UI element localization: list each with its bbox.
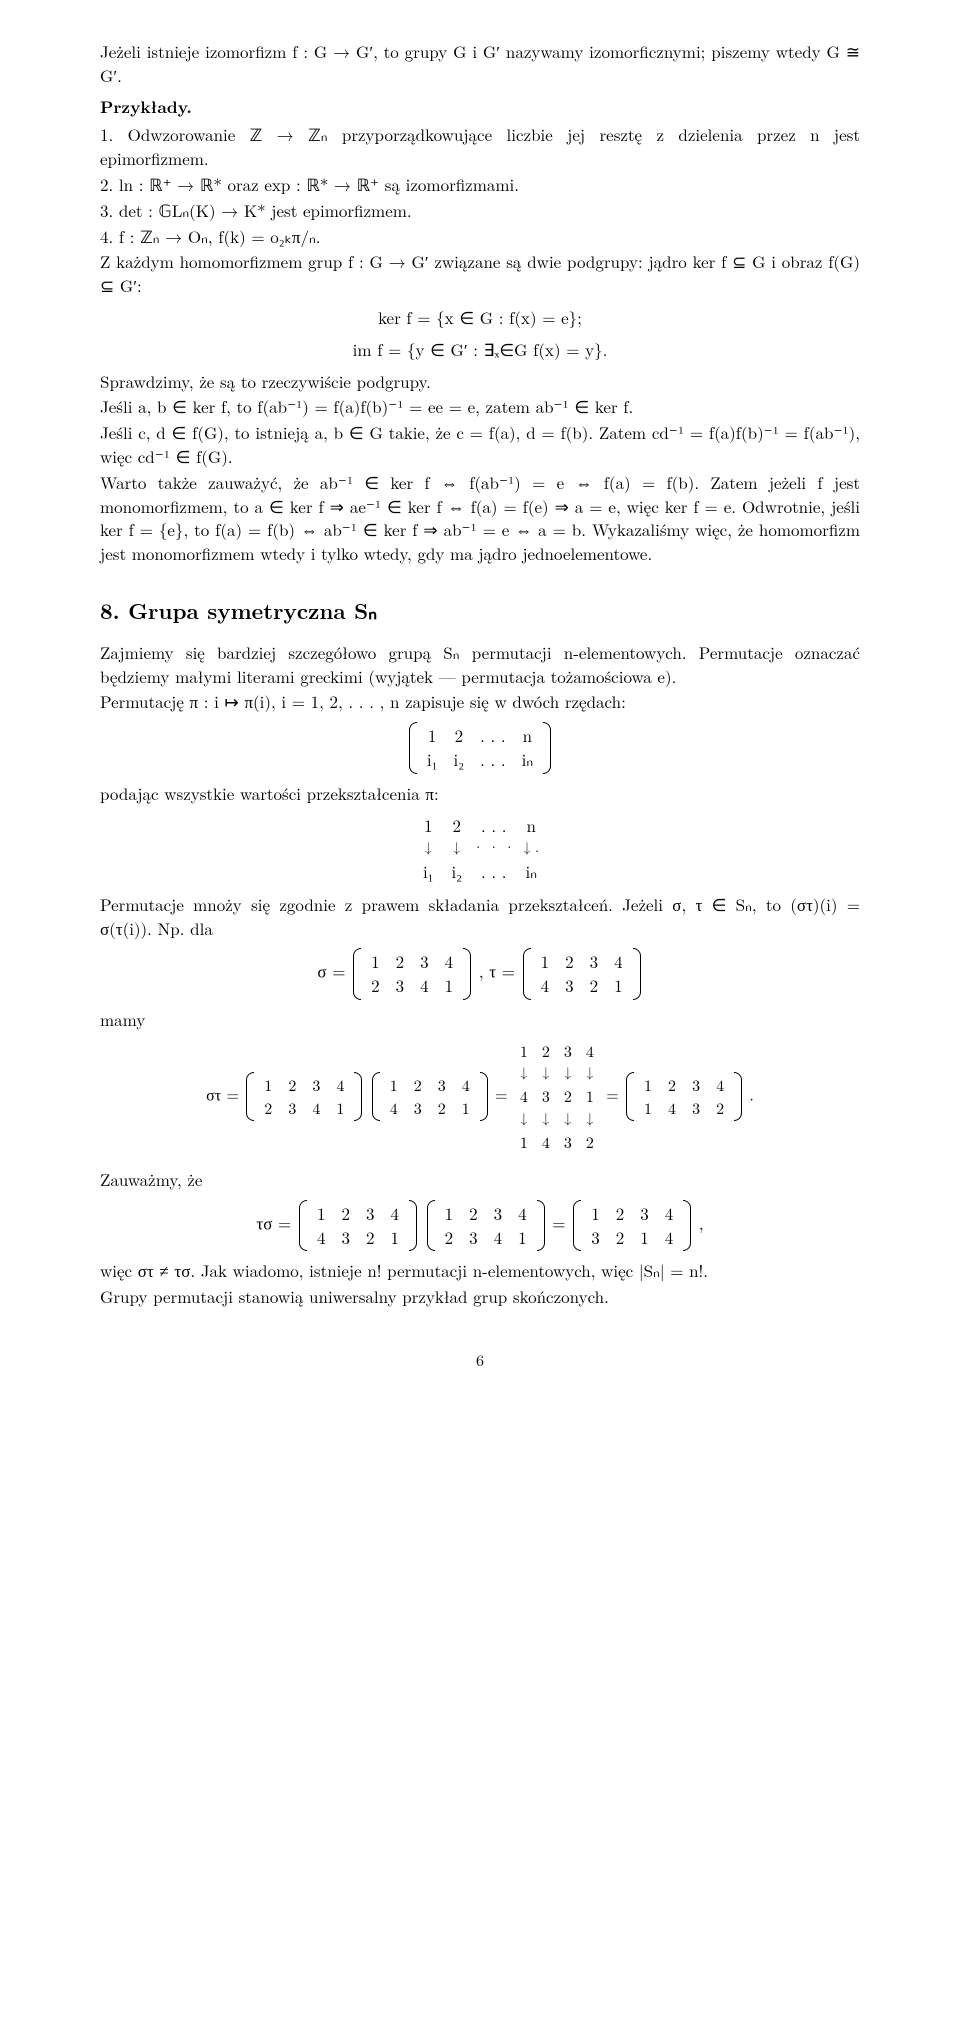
kernel-definition: ker f = {x ∈ G : f(x) = e};: [100, 306, 860, 330]
example-1: 1. Odwzorowanie ℤ → ℤₙ przyporządkowując…: [100, 123, 860, 171]
mamy-text: mamy: [100, 1008, 860, 1032]
permutation-notation: Permutację π : i ↦ π(i), i = 1, 2, . . .…: [100, 690, 860, 714]
zauwazmy-text: Zauważmy, że: [100, 1168, 860, 1192]
arrow-diagram: 12. . .n ↓↓· · ·↓ . i₁i₂. . .iₙ: [100, 814, 860, 885]
image-proof: Jeśli c, d ∈ f(G), to istnieją a, b ∈ G …: [100, 421, 860, 469]
sigma-tau-product: στ = 1234 2341 1234 4321 = 1234 ↓↓↓↓ 432…: [100, 1040, 860, 1154]
universal-example: Grupy permutacji stanowią uniwersalny pr…: [100, 1285, 860, 1309]
mono-iff-trivial-kernel: Warto także zauważyć, że ab⁻¹ ∈ ker f ⇔ …: [100, 471, 860, 566]
check-subgroups: Sprawdzimy, że są to rzeczywiście podgru…: [100, 370, 860, 394]
image-definition: im f = {y ∈ G′ : ∃ₓ∈G f(x) = y}.: [100, 338, 860, 362]
example-3: 3. det : 𝔾Lₙ(K) → K* jest epimorfizmem.: [100, 199, 860, 223]
tau-sigma-product: τσ = 1234 4321 1234 2341 = 1234 3214 ,: [100, 1200, 860, 1252]
intro-paragraph: Jeżeli istnieje izomorfizm f : G → G′, t…: [100, 40, 860, 88]
noncommutative-note: więc στ ≠ τσ. Jak wiadomo, istnieje n! p…: [100, 1259, 860, 1283]
example-2: 2. ln : ℝ⁺ → ℝ* oraz exp : ℝ* → ℝ⁺ są iz…: [100, 173, 860, 197]
example-4: 4. f : ℤₙ → Oₙ, f(k) = o₂ₖπ/ₙ.: [100, 225, 860, 249]
two-row-matrix: 12. . .n i₁i₂. . .iₙ: [100, 722, 860, 774]
composition-rule: Permutacje mnoży się zgodnie z prawem sk…: [100, 893, 860, 941]
section-8-title: 8. Grupa symetryczna Sₙ: [100, 596, 860, 627]
examples-heading: Przykłady.: [100, 96, 860, 120]
sn-intro: Zajmiemy się bardziej szczegółowo grupą …: [100, 641, 860, 689]
values-text: podając wszystkie wartości przekształcen…: [100, 782, 860, 806]
sigma-tau-def: σ = 1234 2341 , τ = 1234 4321: [100, 948, 860, 1000]
page-number: 6: [100, 1349, 860, 1371]
kernel-proof: Jeśli a, b ∈ ker f, to f(ab⁻¹) = f(a)f(b…: [100, 395, 860, 419]
kernel-image-intro: Z każdym homomorfizmem grup f : G → G′ z…: [100, 250, 860, 298]
